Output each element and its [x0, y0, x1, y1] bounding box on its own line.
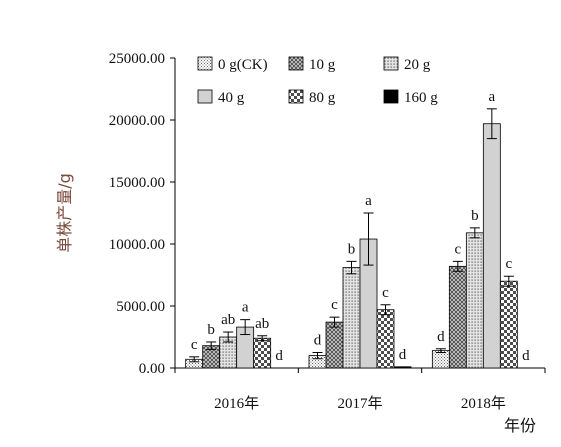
bar	[253, 337, 272, 369]
significance-letter: d	[275, 348, 283, 364]
y-tick-label: 25000.00	[109, 51, 165, 67]
y-tick-label: 10000.00	[109, 237, 165, 253]
bar	[376, 309, 395, 369]
significance-letter: ab	[255, 316, 269, 332]
bar	[325, 321, 344, 369]
y-tick-label: 5000.00	[116, 299, 165, 315]
significance-letter: d	[522, 348, 530, 364]
error-bars	[189, 108, 514, 363]
legend-label: 10 g	[309, 57, 336, 73]
legend-label: 40 g	[218, 90, 245, 106]
bar	[393, 366, 412, 369]
bar	[482, 123, 501, 369]
y-axis-label: 单株产量/g	[55, 173, 74, 253]
significance-letter: b	[471, 208, 479, 224]
significance-letter: d	[314, 333, 322, 349]
legend-swatch	[383, 89, 399, 104]
legend-swatch	[288, 89, 304, 104]
x-axis-label: 年份	[504, 416, 536, 435]
significance-letter: a	[365, 193, 372, 209]
x-tick-label: 2017年	[337, 395, 382, 412]
legend-label: 160 g	[404, 90, 438, 106]
significance-letter: d	[399, 347, 407, 363]
bar	[448, 265, 467, 369]
significance-letter: b	[348, 241, 356, 257]
significance-letter: d	[437, 329, 445, 345]
significance-letter: c	[382, 285, 389, 301]
bar	[499, 280, 518, 369]
significance-letter: a	[242, 300, 249, 316]
bar	[431, 350, 450, 369]
significance-letter: c	[331, 297, 338, 313]
legend-swatch	[197, 56, 213, 71]
y-axis-ticks: 0.00 5000.00 10000.00 15000.00 20000.00 25000…	[109, 51, 175, 377]
legend-label: 0 g(CK)	[218, 57, 268, 73]
y-tick-label: 15000.00	[109, 175, 165, 191]
x-axis-ticks: 2016年 2017年 2018年	[174, 368, 546, 412]
significance-letter: a	[488, 89, 495, 105]
y-tick-label: 0.00	[139, 361, 165, 377]
legend-label: 80 g	[309, 90, 336, 106]
legend-swatch	[197, 89, 213, 104]
significance-letter: ab	[221, 312, 235, 328]
bar	[465, 232, 484, 369]
legend-swatch	[288, 56, 304, 71]
bar	[342, 267, 361, 369]
legend-swatch	[383, 56, 399, 71]
x-tick-label: 2016年	[214, 395, 259, 412]
significance-letter: c	[454, 241, 461, 257]
legend: 0 g(CK) 10 g 20 g 40 g 80 g 160 g	[197, 56, 438, 106]
significance-letter: b	[207, 322, 215, 338]
x-tick-label: 2018年	[461, 395, 506, 412]
y-tick-label: 20000.00	[109, 113, 165, 129]
bars	[185, 123, 518, 369]
significance-letter: c	[505, 256, 512, 272]
legend-label: 20 g	[404, 57, 431, 73]
significance-letter: c	[191, 337, 198, 353]
